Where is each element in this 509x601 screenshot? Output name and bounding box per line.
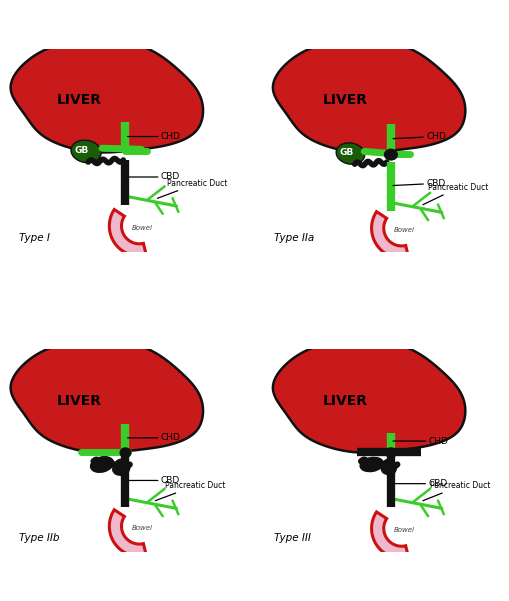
Ellipse shape [381, 463, 395, 475]
Text: CBD: CBD [127, 476, 180, 485]
Text: Pancreatic Duct: Pancreatic Duct [422, 183, 488, 205]
Text: Bowel: Bowel [393, 227, 414, 233]
Text: CHD: CHD [127, 433, 180, 442]
Text: LIVER: LIVER [322, 394, 367, 407]
Text: CHD: CHD [392, 436, 447, 445]
Text: LIVER: LIVER [322, 93, 367, 108]
Ellipse shape [71, 140, 101, 163]
Polygon shape [272, 39, 464, 153]
Text: CBD: CBD [392, 479, 446, 488]
Text: CBD: CBD [392, 179, 444, 188]
Text: Type I: Type I [19, 233, 50, 243]
Ellipse shape [359, 457, 383, 472]
Text: Bowel: Bowel [131, 525, 152, 531]
Text: Bowel: Bowel [393, 527, 414, 533]
Ellipse shape [91, 457, 114, 472]
Text: GB: GB [74, 146, 89, 155]
Text: LIVER: LIVER [57, 93, 102, 108]
Text: LIVER: LIVER [57, 394, 102, 407]
Text: Pancreatic Duct: Pancreatic Duct [155, 481, 225, 501]
Text: Type IIb: Type IIb [19, 533, 60, 543]
Text: GB: GB [338, 148, 353, 157]
Ellipse shape [385, 448, 395, 457]
Polygon shape [11, 39, 203, 153]
Ellipse shape [120, 448, 130, 457]
Text: CHD: CHD [392, 132, 445, 141]
Polygon shape [109, 510, 146, 557]
Polygon shape [371, 512, 408, 558]
Text: Bowel: Bowel [131, 225, 152, 231]
Polygon shape [272, 340, 464, 453]
Text: Type III: Type III [273, 533, 310, 543]
Text: CHD: CHD [127, 132, 180, 141]
Text: Pancreatic Duct: Pancreatic Duct [157, 179, 227, 198]
Ellipse shape [112, 462, 129, 475]
Polygon shape [371, 212, 408, 258]
Text: Pancreatic Duct: Pancreatic Duct [422, 481, 490, 501]
Ellipse shape [335, 143, 364, 164]
Text: Type IIa: Type IIa [273, 233, 314, 243]
Polygon shape [109, 210, 146, 256]
Ellipse shape [384, 149, 397, 160]
Text: CBD: CBD [127, 172, 180, 182]
Polygon shape [11, 340, 203, 453]
